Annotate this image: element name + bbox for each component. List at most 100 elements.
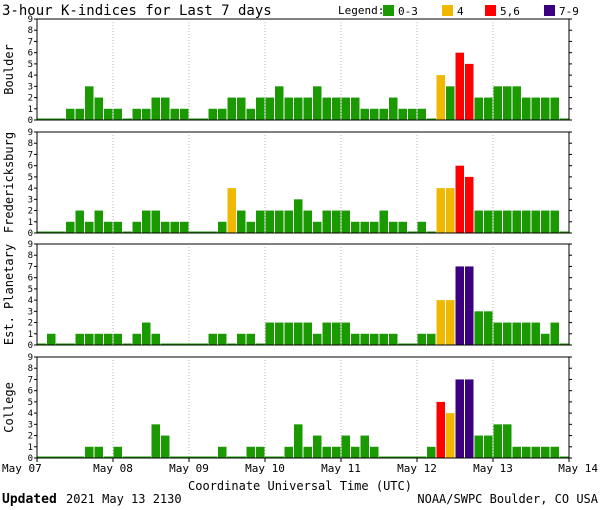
k-index-bar — [455, 52, 464, 120]
k-index-bar — [550, 210, 559, 233]
x-tick-label: May 12 — [397, 462, 437, 475]
k-index-bar — [85, 221, 94, 233]
legend-swatch — [442, 5, 453, 16]
k-index-bar — [122, 118, 132, 120]
k-index-bar — [341, 322, 350, 345]
k-index-bar — [208, 231, 218, 233]
k-index-bar — [189, 118, 199, 120]
k-index-bar — [246, 446, 255, 458]
k-index-bar — [360, 221, 369, 233]
k-index-bar — [493, 322, 502, 345]
x-tick-label: May 14 — [558, 462, 598, 475]
k-index-bar — [104, 108, 113, 120]
k-index-bar — [46, 456, 56, 458]
k-index-bar — [170, 221, 179, 233]
k-index-bar — [218, 446, 227, 458]
x-tick-label: May 09 — [169, 462, 209, 475]
k-index-bar — [170, 343, 180, 345]
k-index-bar — [104, 221, 113, 233]
k-index-bar — [56, 343, 66, 345]
k-index-bar — [113, 333, 122, 345]
k-index-bar — [389, 97, 398, 120]
k-index-bar — [417, 108, 426, 120]
k-index-bar — [322, 322, 331, 345]
y-tick-label: 7 — [28, 37, 33, 47]
x-axis: May 07 May 08 May 09 May 10 May 11 May 12 May … — [2, 458, 598, 475]
k-index-bar — [455, 165, 464, 233]
y-tick-label: 5 — [28, 398, 33, 408]
k-index-bar — [465, 379, 474, 458]
y-tick-label: 3 — [28, 307, 33, 317]
k-index-bar — [274, 456, 284, 458]
k-index-bar — [255, 343, 265, 345]
y-tick-label: 7 — [28, 150, 33, 160]
k-index-bar — [493, 86, 502, 120]
k-index-bar — [370, 221, 379, 233]
y-axis-label: Fredericksburg — [2, 132, 16, 233]
k-index-bar — [417, 333, 426, 345]
k-index-bar — [180, 108, 189, 120]
y-tick-label: 1 — [28, 330, 33, 340]
k-index-bar — [398, 456, 408, 458]
footer-updated-value: 2021 May 13 2130 — [66, 492, 182, 506]
k-index-bar — [256, 446, 265, 458]
k-index-bar — [256, 210, 265, 233]
k-index-bar — [550, 322, 559, 345]
k-index-bar — [559, 456, 569, 458]
k-index-bar — [113, 108, 122, 120]
legend-entry-label: 4 — [457, 5, 464, 18]
k-index-bar — [237, 97, 246, 120]
k-index-bar — [132, 108, 141, 120]
k-index-bar — [522, 322, 531, 345]
y-axis-label: College — [2, 382, 16, 433]
y-tick-label: 5 — [28, 285, 33, 295]
k-index-bar — [407, 231, 417, 233]
panels: 0123456789Boulder0123456789Fredericksbur… — [2, 15, 572, 464]
k-index-bar — [379, 210, 388, 233]
y-tick-label: 1 — [28, 105, 33, 115]
k-index-bar — [313, 333, 322, 345]
k-index-bar — [541, 97, 550, 120]
k-index-bar — [37, 343, 47, 345]
k-index-bar — [503, 322, 512, 345]
k-index-bar — [541, 446, 550, 458]
k-index-bar — [179, 456, 189, 458]
k-index-bar — [531, 446, 540, 458]
k-index-bar — [512, 322, 521, 345]
k-index-bar — [227, 97, 236, 120]
k-index-bar — [141, 456, 151, 458]
k-index-bar — [313, 86, 322, 120]
k-index-bar — [559, 118, 569, 120]
k-index-bar — [351, 221, 360, 233]
y-tick-label: 0 — [28, 454, 33, 464]
k-index-bar — [503, 424, 512, 458]
k-index-bar — [493, 210, 502, 233]
k-index-bar — [218, 108, 227, 120]
k-index-bar — [474, 311, 483, 345]
k-index-bar — [246, 333, 255, 345]
k-index-bar — [75, 108, 84, 120]
y-tick-label: 0 — [28, 341, 33, 351]
y-tick-label: 0 — [28, 116, 33, 126]
k-index-bar — [436, 188, 445, 233]
k-index-bar — [446, 86, 455, 120]
k-index-bar — [132, 456, 142, 458]
y-tick-label: 4 — [28, 184, 33, 194]
k-index-bar — [265, 210, 274, 233]
k-index-bar — [237, 210, 246, 233]
k-index-bar — [66, 221, 75, 233]
k-index-bar — [332, 446, 341, 458]
y-tick-label: 9 — [28, 353, 33, 363]
y-tick-label: 4 — [28, 71, 33, 81]
k-index-bar — [122, 343, 132, 345]
k-index-bar — [265, 322, 274, 345]
k-index-bar — [417, 221, 426, 233]
k-index-bar — [46, 118, 56, 120]
k-index-bar — [113, 446, 122, 458]
k-index-bar — [284, 210, 293, 233]
y-tick-label: 3 — [28, 82, 33, 92]
k-index-bar — [426, 231, 436, 233]
k-index-bar — [379, 333, 388, 345]
k-index-bar — [198, 118, 208, 120]
k-index-bar — [531, 97, 540, 120]
